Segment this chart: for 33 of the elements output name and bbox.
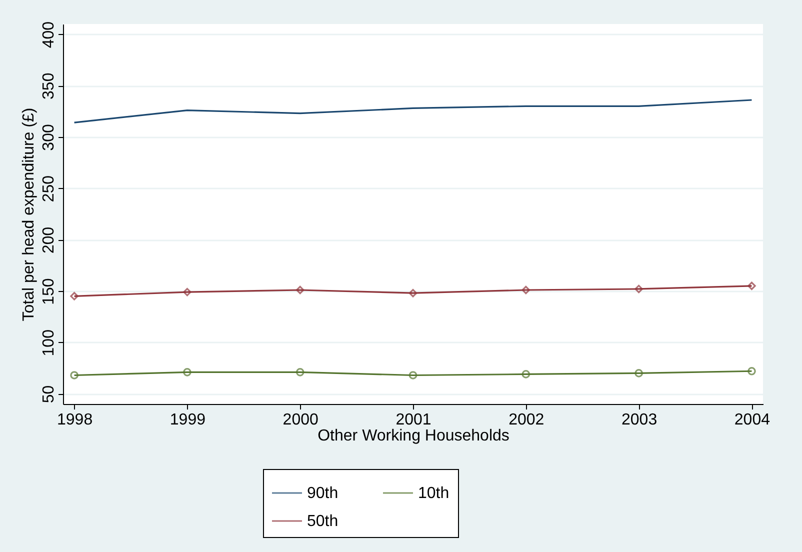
point — [522, 286, 530, 294]
point — [522, 370, 530, 378]
x-tick-label: 2000 — [282, 412, 318, 428]
y-tick-label: 200 — [40, 226, 58, 254]
y-tick-label: 400 — [40, 21, 58, 48]
point — [183, 368, 192, 376]
point — [70, 292, 78, 300]
line-series — [73, 99, 753, 124]
x-tick-label: 2002 — [508, 412, 544, 428]
x-tick-label: 2003 — [622, 412, 658, 428]
point — [296, 368, 304, 376]
y-tick-label: 300 — [40, 124, 58, 151]
x-tick-label: 2004 — [734, 412, 770, 428]
x-tick-label: 1999 — [170, 412, 206, 428]
y-tick-label: 100 — [40, 329, 58, 356]
y-tick-label: 350 — [40, 72, 58, 100]
point — [296, 286, 304, 294]
y-tick-label: 150 — [40, 278, 58, 305]
legend-label: 90th — [307, 485, 338, 502]
y-tick-label: 250 — [40, 175, 58, 202]
legend-label: 50th — [307, 513, 338, 530]
point — [748, 282, 756, 290]
legend-label: 10th — [418, 485, 450, 502]
x-tick-label: 1998 — [56, 412, 93, 428]
point — [183, 288, 192, 296]
point — [408, 288, 418, 298]
x-tick-label: 2001 — [396, 412, 432, 428]
x-axis-title: Other Working Households — [318, 428, 510, 444]
y-tick-label: 50 — [40, 385, 58, 404]
point — [634, 369, 643, 378]
point — [408, 371, 418, 380]
point — [634, 284, 643, 294]
y-axis-title: Total per head expenditure (£) — [20, 108, 38, 322]
